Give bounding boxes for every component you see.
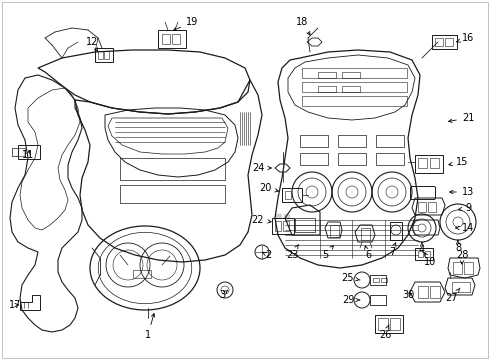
Bar	[342, 72, 360, 78]
Text: 18: 18	[296, 17, 310, 35]
Text: 8: 8	[455, 240, 461, 253]
Bar	[98, 51, 103, 59]
Bar	[370, 295, 386, 305]
Bar	[272, 218, 294, 234]
Bar	[104, 51, 109, 59]
Bar	[415, 155, 443, 173]
Text: 17: 17	[9, 300, 21, 310]
Text: 24: 24	[252, 163, 271, 173]
Text: 4: 4	[419, 242, 425, 255]
Bar	[415, 248, 433, 260]
Bar	[390, 318, 400, 330]
Bar	[283, 221, 289, 231]
Bar	[378, 318, 388, 330]
Text: 3: 3	[219, 290, 228, 300]
Bar	[445, 38, 453, 46]
Bar	[376, 153, 404, 165]
Bar	[300, 135, 328, 147]
Text: 20: 20	[259, 183, 278, 193]
Bar	[318, 72, 336, 78]
Bar	[390, 222, 402, 240]
Bar	[338, 153, 366, 165]
Bar	[361, 228, 370, 240]
Text: 22: 22	[252, 215, 271, 225]
Bar	[432, 35, 457, 49]
Bar	[285, 191, 291, 199]
Bar	[318, 86, 336, 92]
Bar	[418, 158, 427, 168]
Bar	[342, 86, 360, 92]
Text: 21: 21	[449, 113, 474, 123]
Bar	[418, 286, 428, 298]
Text: 27: 27	[446, 288, 460, 303]
Text: 10: 10	[424, 253, 436, 267]
Text: 5: 5	[322, 246, 333, 260]
Bar	[295, 218, 315, 232]
Bar	[158, 30, 186, 48]
Text: 9: 9	[459, 203, 471, 213]
Bar	[275, 221, 281, 231]
Bar	[300, 153, 328, 165]
Bar	[452, 282, 470, 292]
Text: 28: 28	[456, 250, 468, 264]
Bar	[302, 68, 407, 78]
Text: 7: 7	[389, 243, 396, 257]
Bar	[133, 270, 151, 278]
Bar	[120, 158, 225, 180]
Bar	[18, 145, 40, 159]
Bar	[162, 34, 170, 44]
Text: 1: 1	[145, 314, 155, 340]
Bar	[370, 275, 386, 285]
Bar	[381, 278, 387, 282]
Bar	[430, 286, 440, 298]
Text: 13: 13	[450, 187, 474, 197]
Text: 19: 19	[173, 17, 198, 31]
Bar	[453, 262, 462, 274]
Bar	[464, 262, 473, 274]
Bar	[376, 135, 404, 147]
Bar	[418, 251, 423, 257]
Text: 23: 23	[286, 245, 298, 260]
Bar	[430, 158, 439, 168]
Bar	[418, 202, 426, 212]
Bar	[18, 148, 25, 156]
Bar	[95, 48, 113, 62]
Text: 29: 29	[342, 295, 360, 305]
Text: 15: 15	[449, 157, 468, 167]
Bar	[375, 315, 403, 333]
Bar	[172, 34, 180, 44]
Text: 2: 2	[262, 250, 271, 260]
Bar	[435, 38, 443, 46]
Text: 26: 26	[379, 325, 391, 340]
Bar	[120, 185, 225, 203]
Bar	[282, 188, 302, 202]
Bar	[302, 82, 407, 92]
Text: 30: 30	[402, 290, 414, 300]
Text: 11: 11	[22, 150, 34, 160]
Bar	[338, 135, 366, 147]
Bar	[428, 202, 436, 212]
Text: 25: 25	[342, 273, 360, 283]
Bar	[425, 251, 430, 257]
Text: 14: 14	[456, 223, 474, 233]
Bar	[330, 225, 339, 237]
Text: 12: 12	[86, 37, 98, 51]
Text: 6: 6	[365, 246, 371, 260]
Text: 16: 16	[456, 33, 474, 43]
Bar	[302, 96, 407, 106]
Bar	[373, 278, 379, 282]
